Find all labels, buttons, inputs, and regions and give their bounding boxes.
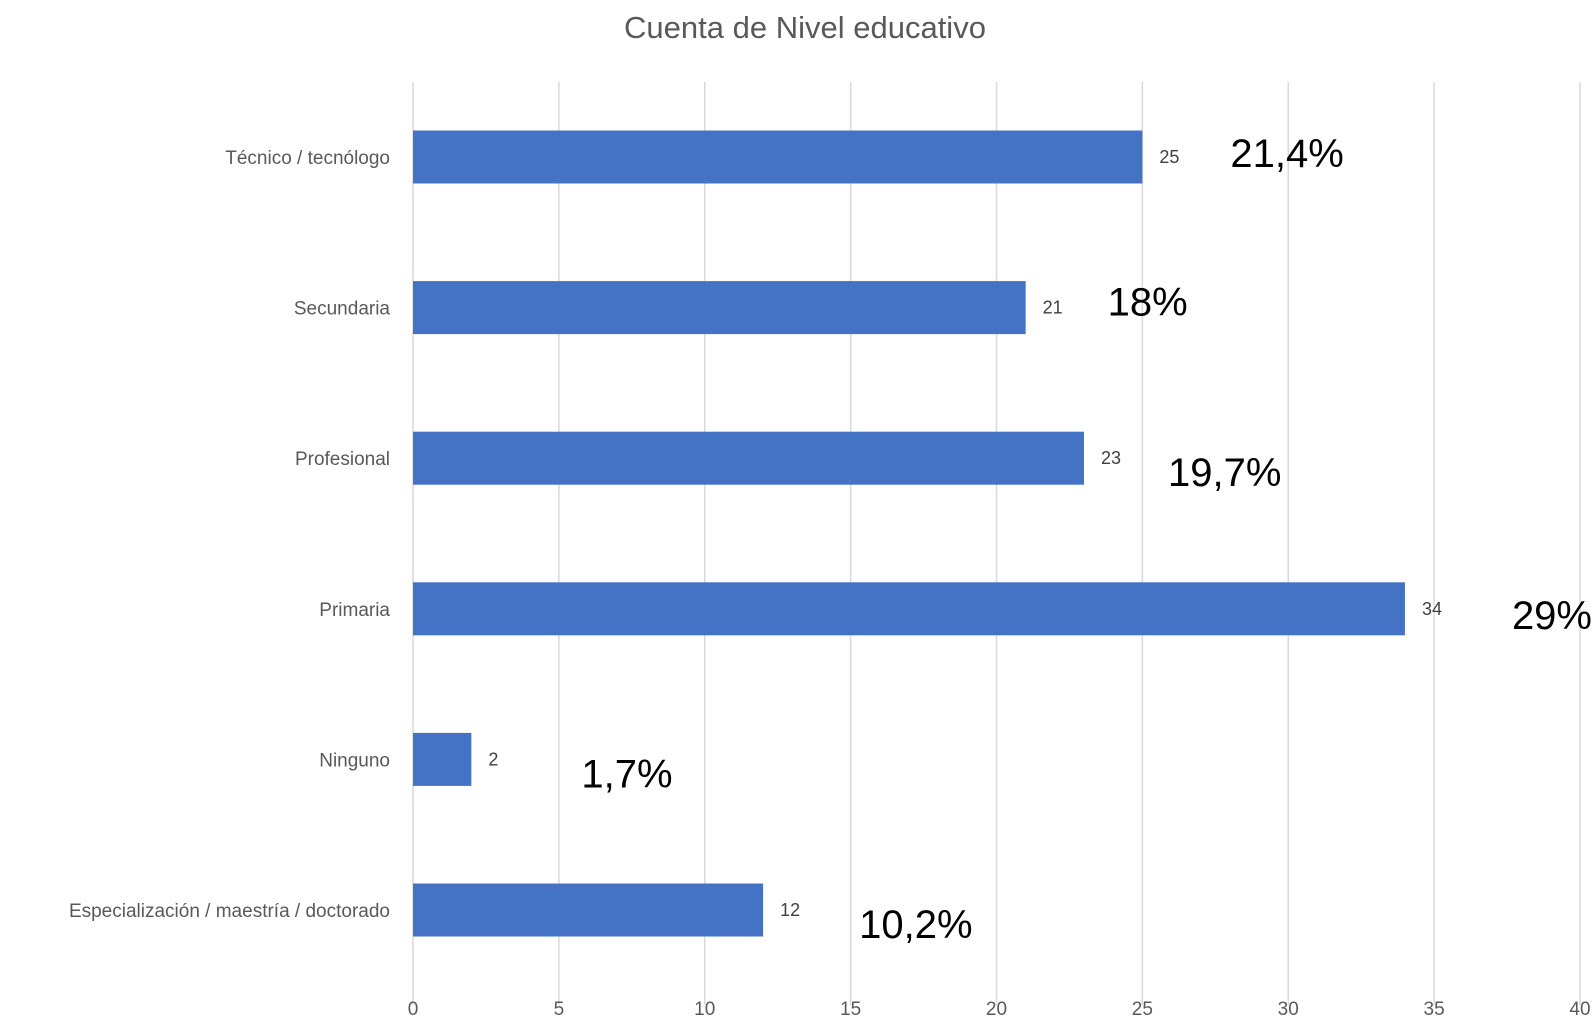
category-label: Ninguno xyxy=(319,750,390,771)
x-tick-label: 10 xyxy=(694,999,715,1020)
bar xyxy=(413,883,764,937)
data-label: 23 xyxy=(1101,448,1121,468)
x-tick-label: 35 xyxy=(1424,999,1445,1020)
category-label: Primaria xyxy=(319,600,390,621)
data-label: 34 xyxy=(1422,599,1442,619)
data-label: 2 xyxy=(488,749,498,769)
bar xyxy=(413,732,472,786)
data-label: 25 xyxy=(1159,147,1179,167)
bar xyxy=(413,130,1143,184)
data-label: 21 xyxy=(1043,298,1063,318)
x-tick-label: 40 xyxy=(1569,999,1590,1020)
bars xyxy=(413,130,1405,937)
percent-annotation: 19,7% xyxy=(1168,451,1281,495)
category-label: Profesional xyxy=(295,449,390,470)
bar xyxy=(413,431,1085,485)
x-tick-label: 15 xyxy=(840,999,861,1020)
percent-annotation: 10,2% xyxy=(859,903,972,947)
x-tick-label: 5 xyxy=(554,999,565,1020)
x-tick-label: 20 xyxy=(986,999,1007,1020)
bar xyxy=(413,281,1026,335)
x-tick-label: 0 xyxy=(408,999,419,1020)
x-tick-label: 30 xyxy=(1278,999,1299,1020)
gridlines xyxy=(412,82,1581,1005)
chart-title: Cuenta de Nivel educativo xyxy=(624,10,986,45)
percent-annotation: 29% xyxy=(1512,594,1592,638)
category-label: Secundaria xyxy=(294,299,391,320)
percent-annotation: 18% xyxy=(1108,281,1188,325)
category-label: Técnico / tecnólogo xyxy=(225,148,390,169)
data-label: 12 xyxy=(780,900,800,920)
x-tick-label: 25 xyxy=(1132,999,1153,1020)
percent-annotation: 1,7% xyxy=(581,752,672,796)
percent-annotation: 21,4% xyxy=(1230,132,1343,176)
bar xyxy=(413,582,1405,636)
category-label: Especialización / maestría / doctorado xyxy=(69,901,390,922)
